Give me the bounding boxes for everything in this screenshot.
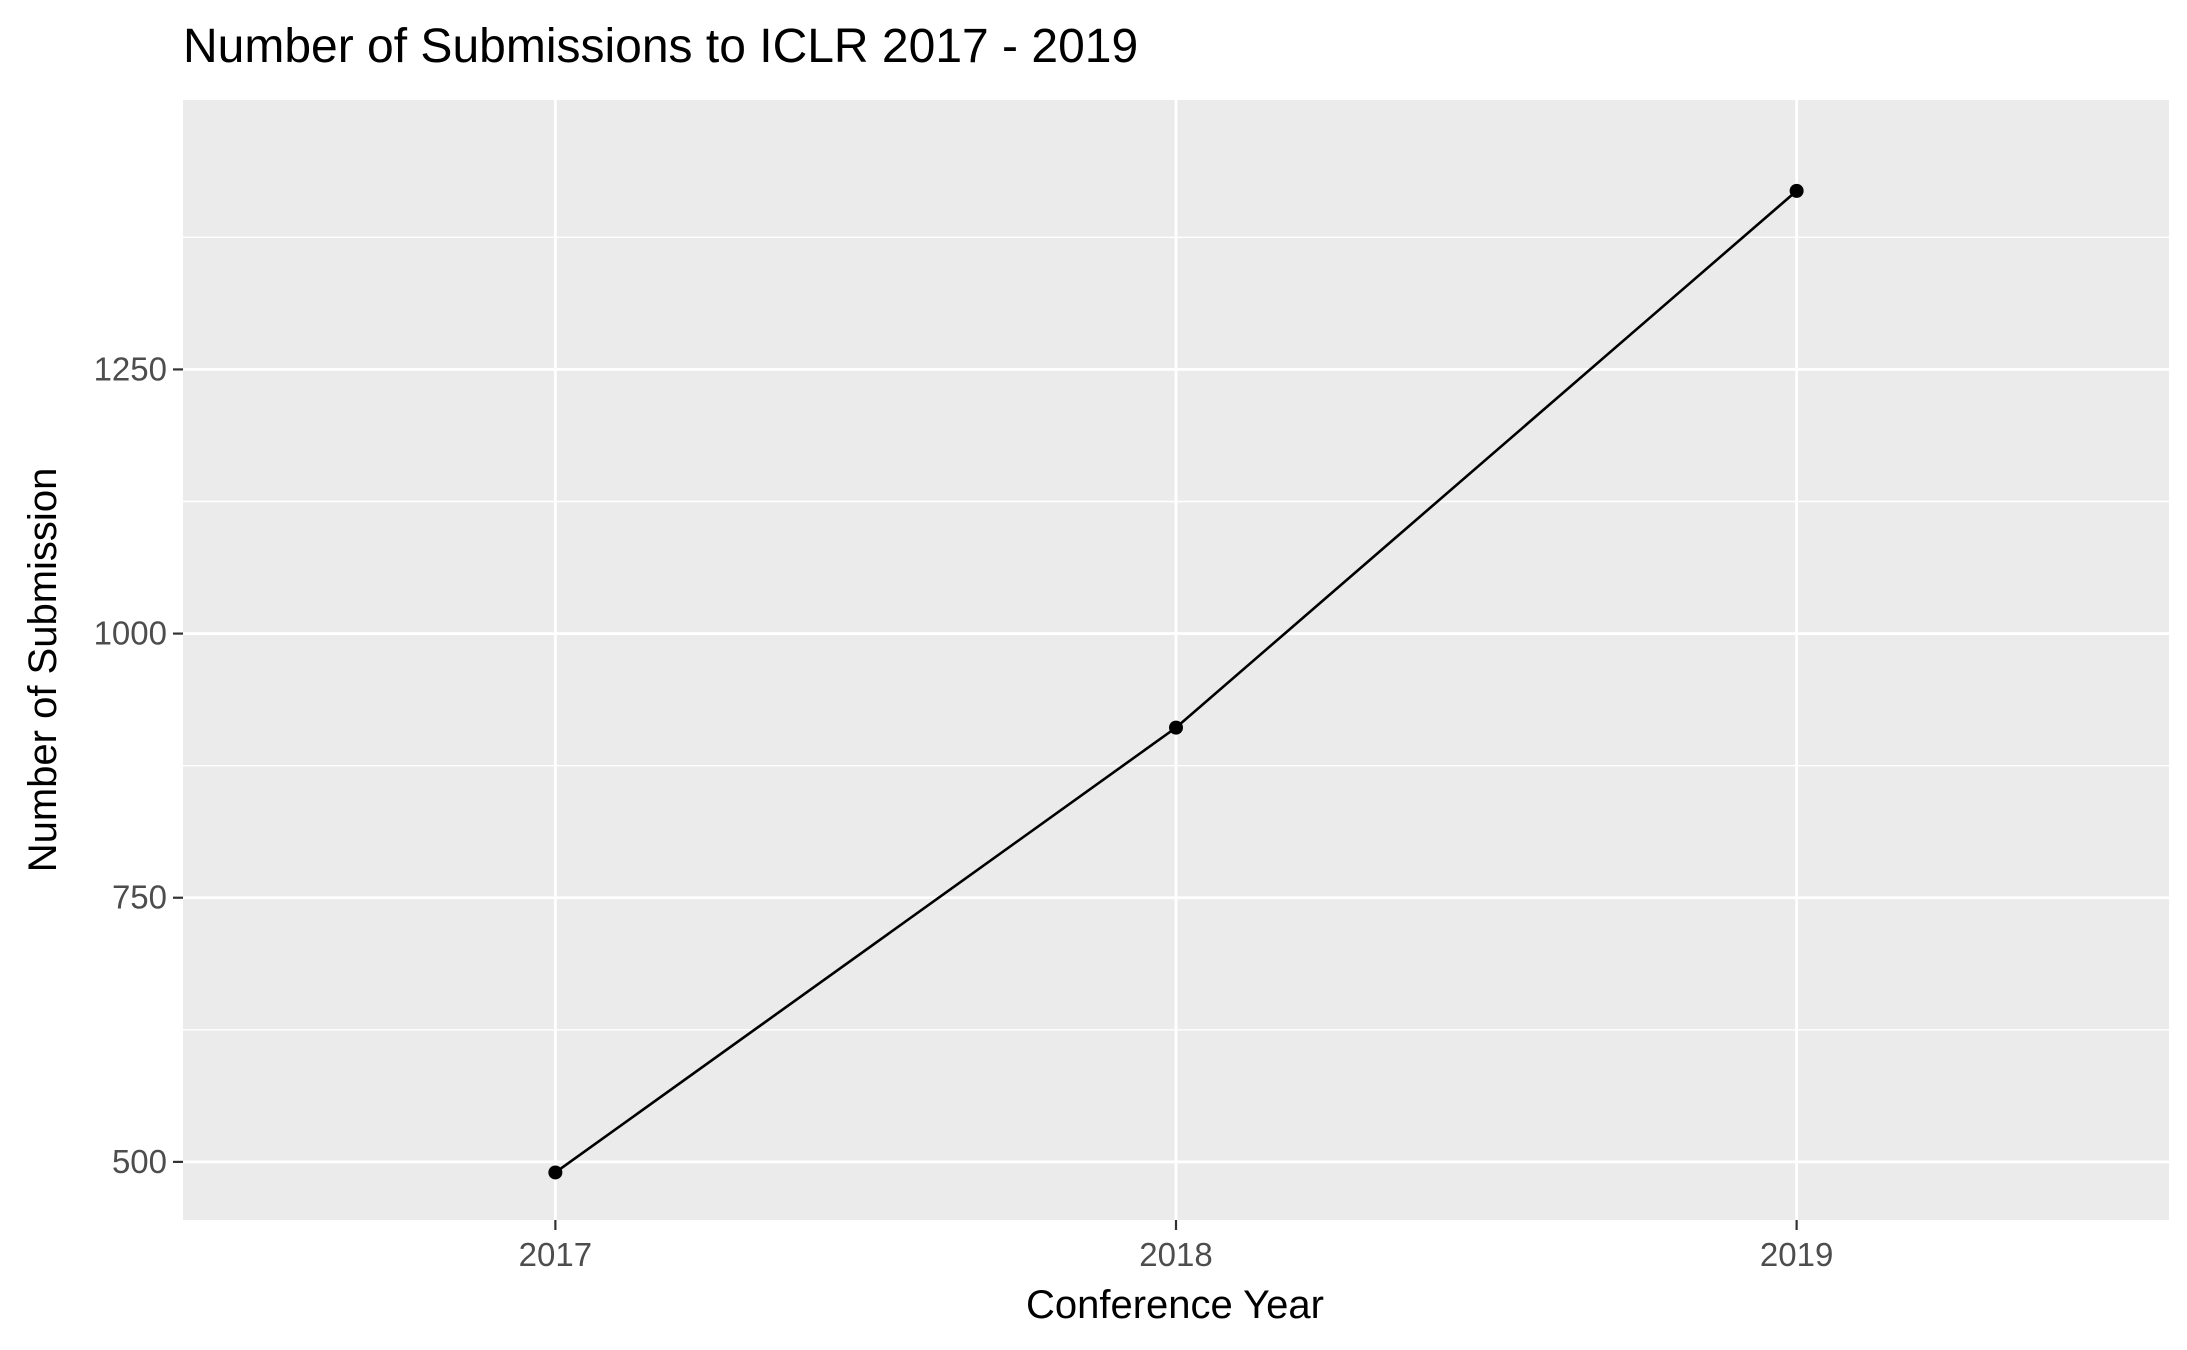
major-gridlines	[183, 100, 2169, 1220]
data-point	[548, 1165, 563, 1180]
x-tick-label: 2018	[1139, 1236, 1212, 1273]
y-tick-label: 1000	[94, 615, 167, 652]
x-axis-title: Conference Year	[1026, 1283, 1324, 1327]
chart-title: Number of Submissions to ICLR 2017 - 201…	[183, 20, 1138, 73]
data-point	[1169, 720, 1183, 735]
data-point	[1789, 183, 1804, 198]
y-tick-label: 750	[112, 879, 167, 916]
axis-ticks	[173, 368, 1798, 1230]
x-tick-label: 2019	[1760, 1236, 1833, 1273]
axis-tick-labels: 500 750 1000 1250 2017 2018 2019	[94, 350, 1834, 1273]
y-tick-label: 1250	[94, 350, 167, 387]
x-tick-label: 2017	[519, 1236, 592, 1273]
y-tick-label: 500	[112, 1143, 167, 1180]
y-axis-title: Number of Submission	[21, 468, 65, 873]
series-layer	[548, 183, 1804, 1180]
